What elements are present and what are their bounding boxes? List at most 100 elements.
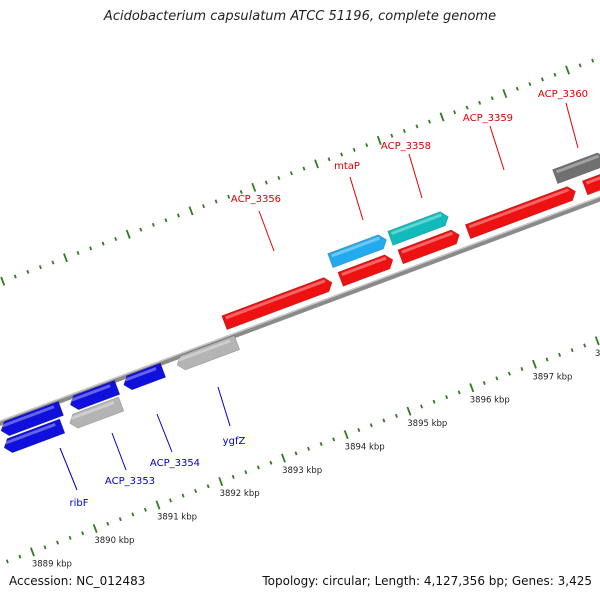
acp-3354-leader xyxy=(156,413,173,453)
minor-tick xyxy=(118,517,122,522)
minor-tick xyxy=(302,166,306,171)
outer-tick-ring xyxy=(0,58,595,286)
minor-tick xyxy=(591,58,595,63)
minor-tick xyxy=(181,493,185,498)
gene-arrow-acp-3358[interactable] xyxy=(387,210,451,246)
backbone-highlight xyxy=(0,161,600,457)
major-tick xyxy=(125,229,131,239)
minor-tick xyxy=(545,357,549,362)
gene-arrow-forward-4[interactable] xyxy=(397,228,462,265)
gene-arrow-forward-8[interactable] xyxy=(581,156,600,196)
gene-arrow-reverse-2[interactable] xyxy=(0,400,64,437)
acp-3356-label[interactable]: ACP_3356 xyxy=(231,194,281,205)
minor-tick xyxy=(445,395,449,400)
minor-tick xyxy=(76,251,80,256)
minor-tick xyxy=(227,194,231,199)
major-tick xyxy=(218,477,224,487)
major-tick xyxy=(155,500,161,510)
minor-tick xyxy=(5,559,9,564)
minor-tick xyxy=(478,100,482,105)
major-tick xyxy=(439,112,445,122)
major-tick xyxy=(63,253,68,263)
minor-tick xyxy=(214,199,218,204)
acp-3353-label[interactable]: ACP_3353 xyxy=(105,476,155,487)
inner-tick-ring xyxy=(5,336,600,564)
gene-track xyxy=(0,151,600,455)
minor-tick xyxy=(352,147,356,152)
minor-tick xyxy=(520,366,524,371)
minor-tick xyxy=(239,190,243,195)
minor-tick xyxy=(553,72,557,77)
ygfz-leader xyxy=(217,386,231,427)
minor-tick xyxy=(269,460,273,465)
minor-tick xyxy=(432,399,436,404)
minor-tick xyxy=(490,96,494,101)
ribf-leader xyxy=(59,447,78,491)
minor-tick xyxy=(206,484,210,489)
gene-arrow-reverse-5[interactable] xyxy=(121,362,167,392)
minor-tick xyxy=(13,274,17,279)
minor-tick xyxy=(570,348,574,353)
minor-tick xyxy=(56,540,60,545)
minor-tick xyxy=(357,427,361,432)
scale-label: 3890 kbp xyxy=(94,536,134,546)
major-tick xyxy=(251,182,257,192)
minor-tick xyxy=(151,222,155,227)
minor-tick xyxy=(428,119,431,124)
gene-arrow-ribf[interactable] xyxy=(2,418,66,455)
gene-arrow-acp-3354[interactable] xyxy=(68,379,121,412)
major-tick xyxy=(469,383,475,393)
major-tick xyxy=(281,453,286,463)
minor-tick xyxy=(294,451,298,456)
gene-arrow-acp-3360[interactable] xyxy=(552,151,600,185)
major-tick xyxy=(343,430,349,440)
major-tick xyxy=(594,336,600,346)
gene-highlight xyxy=(1,405,55,428)
gene-arrow-forward-2[interactable] xyxy=(337,253,396,287)
minor-tick xyxy=(114,236,118,241)
minor-tick xyxy=(465,105,469,110)
minor-tick xyxy=(139,227,143,232)
minor-tick xyxy=(482,381,486,386)
scale-label: 3898 kbp xyxy=(595,349,600,359)
minor-tick xyxy=(319,442,323,447)
gene-arrow-ygfz[interactable] xyxy=(174,335,241,372)
minor-tick xyxy=(231,474,235,479)
ygfz-label[interactable]: ygfZ xyxy=(223,436,246,447)
minor-tick xyxy=(256,465,260,470)
minor-tick xyxy=(164,218,168,223)
minor-tick xyxy=(558,352,562,357)
minor-tick xyxy=(89,246,93,251)
major-tick xyxy=(376,135,382,145)
major-tick xyxy=(532,359,537,369)
major-tick xyxy=(188,206,194,216)
gene-highlight xyxy=(5,423,56,445)
minor-tick xyxy=(495,376,499,381)
gene-arrow-acp-3356[interactable] xyxy=(221,275,335,331)
ribf-label[interactable]: ribF xyxy=(70,498,89,509)
major-tick xyxy=(406,406,412,416)
minor-tick xyxy=(18,554,22,559)
mtap-label[interactable]: mtaP xyxy=(334,161,360,172)
gene-highlight xyxy=(70,400,115,420)
acp-3358-leader xyxy=(408,153,423,199)
major-tick xyxy=(314,159,319,169)
acp-3354-label[interactable]: ACP_3354 xyxy=(150,458,200,469)
minor-tick xyxy=(365,143,369,148)
gene-labels: ACP_3356 mtaP ACP_3358 ACP_3359 ACP_3360 ribF… xyxy=(59,89,588,509)
acp-3353-leader xyxy=(111,432,127,471)
gene-arrow-acp-3353[interactable] xyxy=(67,396,125,430)
gene-highlight xyxy=(401,231,453,254)
acp-3359-label[interactable]: ACP_3359 xyxy=(463,113,513,124)
gene-arrow-acp-3359[interactable] xyxy=(464,184,578,240)
acp-3358-label[interactable]: ACP_3358 xyxy=(381,141,431,152)
minor-tick xyxy=(264,180,268,185)
minor-tick xyxy=(453,110,457,115)
minor-tick xyxy=(194,488,198,493)
scale-label: 3894 kbp xyxy=(345,442,385,452)
minor-tick xyxy=(420,404,424,409)
gene-arrow-mtap[interactable] xyxy=(327,233,389,269)
gene-highlight xyxy=(341,256,387,276)
acp-3360-label[interactable]: ACP_3360 xyxy=(538,89,588,100)
